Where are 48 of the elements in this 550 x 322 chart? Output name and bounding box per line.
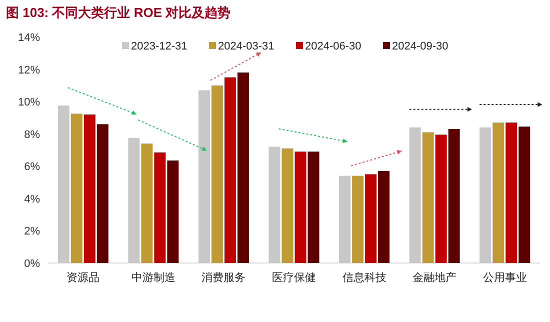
y-tick-label: 6% [24,161,40,174]
bar [308,152,320,263]
bar [435,134,447,263]
y-tick-label: 2% [24,226,40,238]
x-tick-label: 消费服务 [202,271,246,284]
bar [224,77,236,263]
bar [480,127,492,263]
bar [211,85,223,263]
bar [58,106,70,263]
bar [506,122,518,263]
y-tick-label: 10% [18,96,40,109]
legend-label: 2024-06-30 [305,40,362,52]
bar [339,176,351,263]
bar [141,144,153,263]
x-tick-label: 中游制造 [131,271,176,284]
bar [422,132,434,263]
x-tick-label: 公用事业 [482,271,527,284]
bar [492,122,504,263]
legend-label: 2024-03-31 [218,40,274,52]
bar [198,90,210,263]
bar [448,129,460,263]
x-tick-label: 医疗保健 [272,271,316,284]
bar [70,114,82,263]
x-tick-label: 信息科技 [342,271,386,284]
bar [294,152,306,263]
y-tick-label: 14% [18,32,40,44]
x-tick-label: 资源品 [66,272,100,284]
x-tick-label: 金融地产 [412,271,457,284]
bar [167,160,179,263]
bar [154,152,166,263]
y-tick-label: 8% [24,128,40,141]
bar [84,114,96,263]
bar [365,174,377,263]
bar [128,138,140,263]
y-tick-label: 4% [24,193,40,206]
bar [518,126,530,263]
y-tick-label: 0% [24,258,40,270]
legend-label: 2023-12-31 [131,40,188,52]
bar [96,124,108,263]
bar [268,146,280,263]
bar [378,170,390,263]
bar [282,148,294,263]
bar [409,127,421,263]
y-tick-label: 12% [18,64,40,76]
bar [352,176,364,263]
bar [237,72,249,263]
legend-label: 2024-09-30 [392,40,448,52]
chart-title: 图 103: 不同大类行业 ROE 对比及趋势 [6,5,231,20]
